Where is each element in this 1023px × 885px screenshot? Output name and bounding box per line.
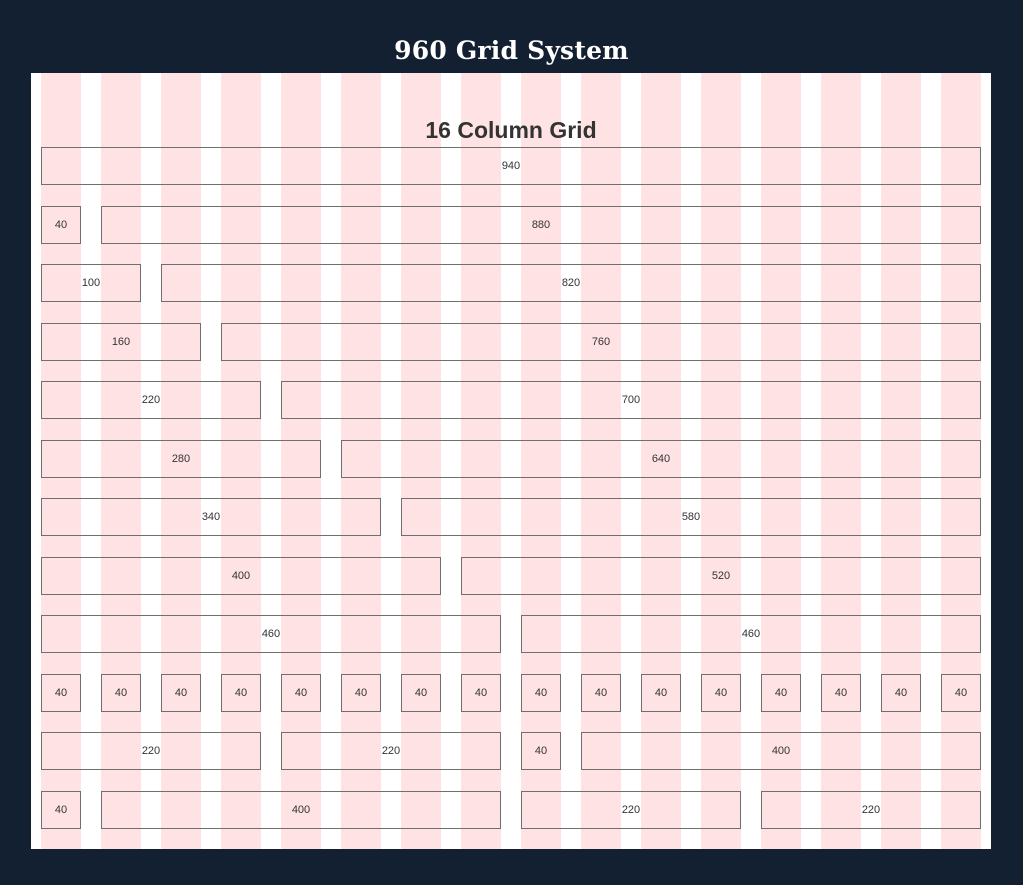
grid-cell: 40 (701, 674, 741, 712)
grid-cell: 40 (821, 674, 861, 712)
grid-cell: 40 (581, 674, 621, 712)
grid-container: 16 Column Grid 940 40 880 100 820 160 760 220 70… (31, 73, 991, 849)
grid-cell: 700 (281, 381, 981, 419)
grid-cell: 40 (881, 674, 921, 712)
grid-cell: 460 (41, 615, 501, 653)
grid-cell: 40 (41, 791, 81, 829)
grid-cell: 40 (101, 674, 141, 712)
grid-cell: 820 (161, 264, 981, 302)
grid-cell: 940 (41, 147, 981, 185)
grid-cell: 640 (341, 440, 981, 478)
grid-cell: 340 (41, 498, 381, 536)
grid-cell: 40 (41, 674, 81, 712)
grid-cell: 220 (41, 381, 261, 419)
grid-cell: 40 (941, 674, 981, 712)
grid-cell: 160 (41, 323, 201, 361)
grid-cell: 580 (401, 498, 981, 536)
grid-cell: 460 (521, 615, 981, 653)
grid-cell: 760 (221, 323, 981, 361)
grid-cell: 40 (341, 674, 381, 712)
grid-cell: 40 (461, 674, 501, 712)
grid-cell: 40 (221, 674, 261, 712)
grid-cell: 400 (41, 557, 441, 595)
grid-heading: 16 Column Grid (425, 117, 597, 144)
grid-cell: 400 (581, 732, 981, 770)
grid-cell: 220 (281, 732, 501, 770)
site-title: 960 Grid System (394, 35, 629, 65)
grid-cell: 40 (521, 674, 561, 712)
grid-cell: 40 (761, 674, 801, 712)
grid-cell: 40 (41, 206, 81, 244)
grid-cell: 40 (641, 674, 681, 712)
grid-cell: 400 (101, 791, 501, 829)
grid-cell: 220 (761, 791, 981, 829)
grid-cell: 280 (41, 440, 321, 478)
grid-cell: 520 (461, 557, 981, 595)
grid-rows: 940 40 880 100 820 160 760 220 700 280 640 340 580 40… (31, 73, 991, 849)
grid-cell: 880 (101, 206, 981, 244)
grid-cell: 40 (401, 674, 441, 712)
grid-cell: 40 (281, 674, 321, 712)
grid-cell: 100 (41, 264, 141, 302)
grid-cell: 40 (521, 732, 561, 770)
grid-cell: 40 (161, 674, 201, 712)
grid-cell: 220 (41, 732, 261, 770)
grid-cell: 220 (521, 791, 741, 829)
